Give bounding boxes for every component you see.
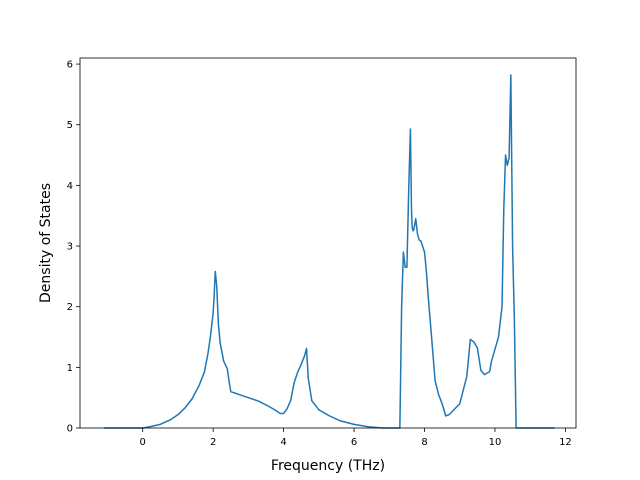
- x-tick-label: 6: [351, 437, 357, 448]
- x-tick-label: 12: [559, 437, 572, 448]
- y-axis-label: Density of States: [38, 183, 54, 303]
- x-tick-label: 8: [421, 437, 427, 448]
- plot-frame: [79, 57, 577, 429]
- plot-area: [80, 58, 576, 428]
- y-tick-label: 6: [67, 60, 73, 71]
- y-tick-label: 4: [67, 181, 73, 192]
- x-tick-label: 4: [280, 437, 286, 448]
- y-tick-label: 3: [67, 242, 73, 253]
- y-tick-label: 0: [67, 424, 73, 435]
- x-tick-label: 10: [489, 437, 502, 448]
- x-axis-label: Frequency (THz): [271, 458, 385, 474]
- x-tick-label: 2: [210, 437, 216, 448]
- y-tick-label: 1: [67, 363, 73, 374]
- y-tick-label: 2: [67, 302, 73, 313]
- x-tick-label: 0: [140, 437, 146, 448]
- y-tick-label: 5: [67, 120, 73, 131]
